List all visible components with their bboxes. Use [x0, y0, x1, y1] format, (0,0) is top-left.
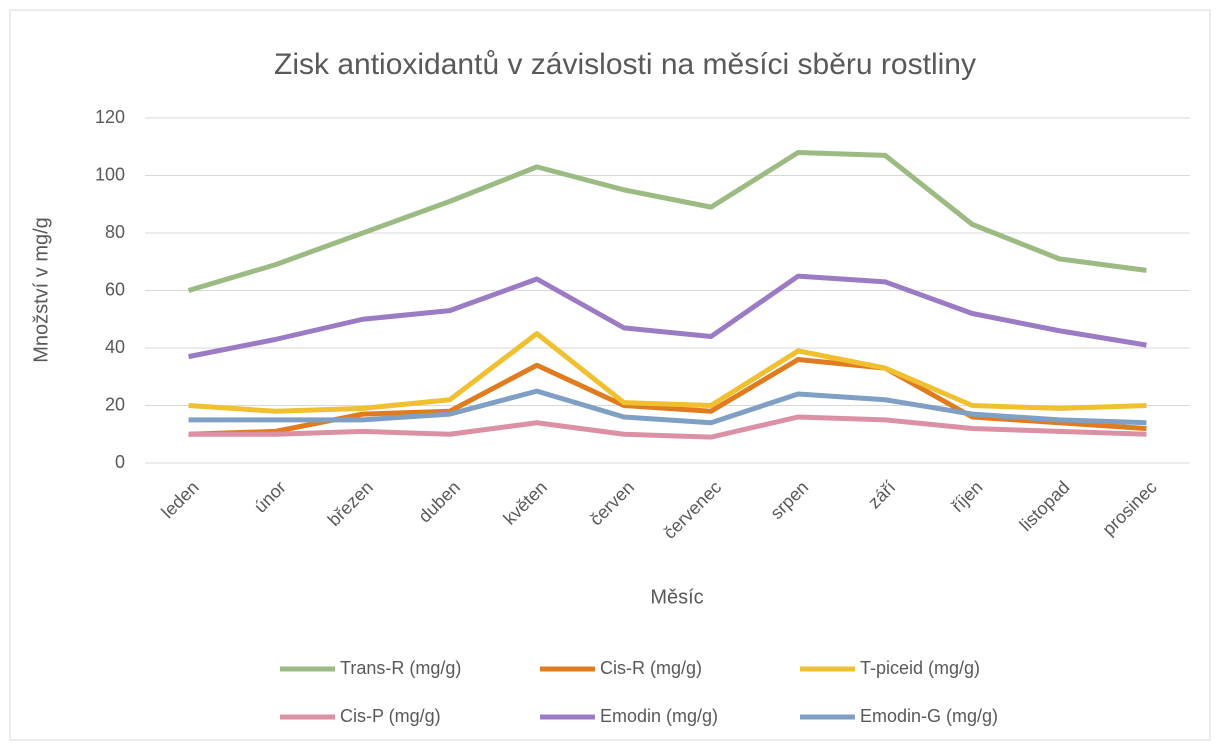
y-tick-label: 80 — [105, 222, 125, 242]
chart-title: Zisk antioxidantů v závislosti na měsíci… — [274, 48, 976, 81]
y-tick-label: 40 — [105, 337, 125, 357]
legend-label: Cis-P (mg/g) — [340, 706, 441, 726]
y-tick-label: 100 — [95, 164, 125, 184]
series-line — [188, 414, 1147, 440]
legend-label: Emodin (mg/g) — [600, 706, 718, 726]
legend-label: Trans-R (mg/g) — [340, 658, 461, 678]
y-axis-label: Množství v mg/g — [30, 217, 52, 363]
series-line — [187, 150, 1147, 293]
y-tick-label: 0 — [115, 452, 125, 472]
series-line — [188, 331, 1147, 414]
chart-frame — [9, 9, 1211, 741]
x-axis-label: Měsíc — [650, 586, 703, 608]
y-tick-label: 60 — [105, 279, 125, 299]
legend-label: T-piceid (mg/g) — [860, 658, 980, 678]
y-tick-label: 120 — [95, 107, 125, 127]
series-line — [188, 388, 1147, 426]
series-line — [188, 357, 1147, 437]
series-line — [188, 273, 1147, 360]
y-tick-label: 20 — [105, 394, 125, 414]
legend-label: Emodin-G (mg/g) — [860, 706, 998, 726]
legend-label: Cis-R (mg/g) — [600, 658, 702, 678]
